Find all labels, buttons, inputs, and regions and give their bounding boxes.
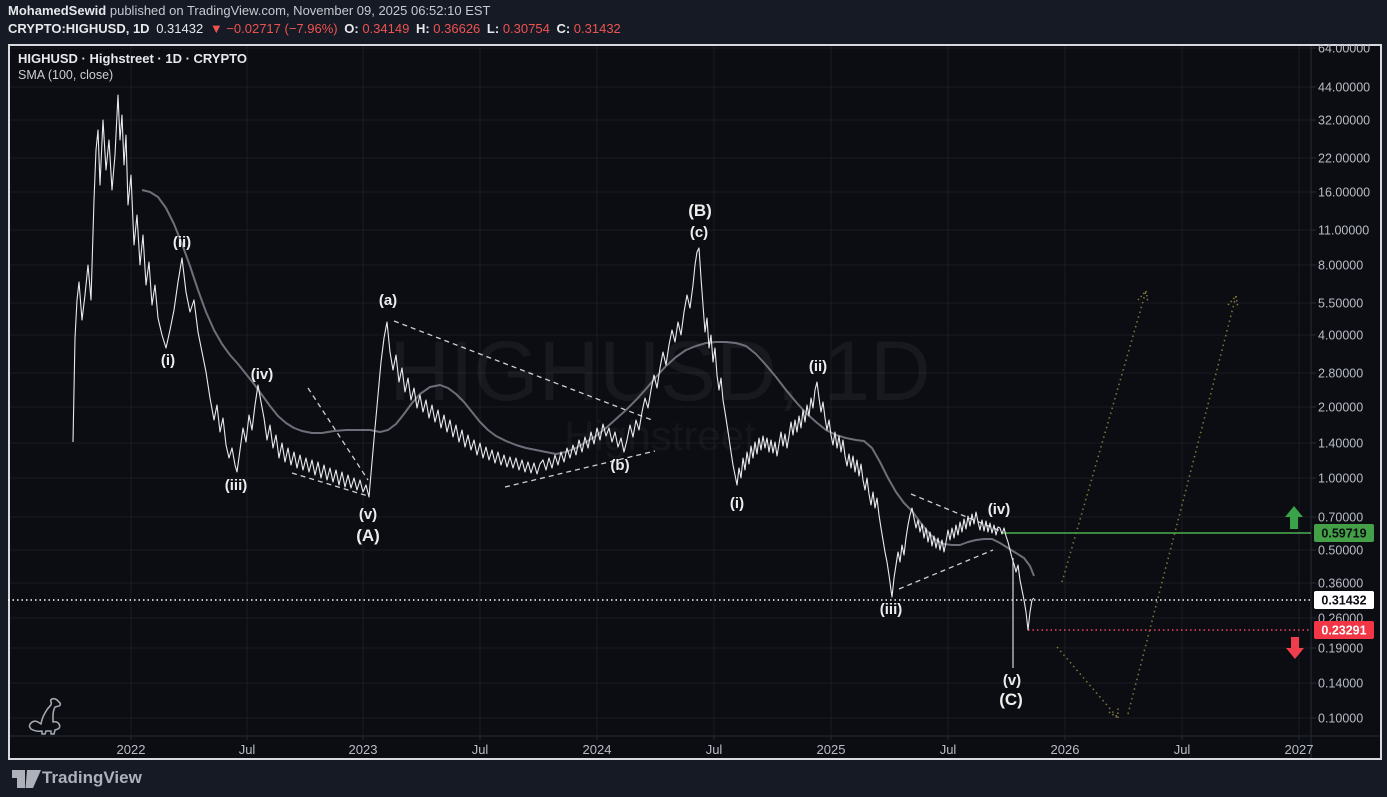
chart-pane[interactable]: HIGHUSD · Highstreet · 1D · CRYPTO SMA (… bbox=[8, 42, 1382, 760]
watermark-name: Highstreet bbox=[564, 412, 756, 459]
legend-symbol[interactable]: HIGHUSD · Highstreet · 1D · CRYPTO bbox=[18, 51, 247, 66]
price-tick-label: 0.70000 bbox=[1318, 511, 1363, 525]
high-label: H: bbox=[415, 21, 430, 36]
price-tick-label: 32.00000 bbox=[1318, 114, 1370, 128]
elliott-wave-label[interactable]: (c) bbox=[690, 224, 708, 241]
tradingview-brand-text[interactable]: TradingView bbox=[42, 768, 142, 787]
price-tick-label: 11.00000 bbox=[1318, 224, 1369, 238]
elliott-wave-label[interactable]: (v) bbox=[1003, 672, 1021, 689]
trendline-dashed[interactable] bbox=[898, 549, 994, 590]
price-badge-value: 0.31432 bbox=[1321, 594, 1366, 608]
last-price: 0.31432 bbox=[156, 21, 204, 36]
time-tick-label: 2026 bbox=[1051, 742, 1080, 757]
time-tick-label: Jul bbox=[706, 742, 723, 757]
symbol-ticker[interactable]: CRYPTO:HIGHUSD, 1D bbox=[8, 21, 150, 36]
trendline-dashed[interactable] bbox=[910, 493, 1004, 533]
low-value: 0.30754 bbox=[502, 21, 550, 36]
up-arrow-marker[interactable] bbox=[1285, 506, 1303, 529]
price-tick-label: 0.19000 bbox=[1318, 642, 1363, 656]
close-value: 0.31432 bbox=[573, 21, 621, 36]
legend-indicator-sma[interactable]: SMA (100, close) bbox=[18, 68, 114, 82]
price-tick-label: 0.14000 bbox=[1318, 677, 1363, 691]
time-tick-label: Jul bbox=[472, 742, 489, 757]
trendline-dashed[interactable] bbox=[291, 472, 369, 497]
open-label: O: bbox=[344, 21, 359, 36]
price-change: ▼ −0.02717 (−7.96%) bbox=[209, 21, 338, 36]
price-chart-canvas[interactable]: HIGHUSD, 1DHighstreet(i)(ii)(iii)(iv)(v)… bbox=[8, 42, 1382, 760]
down-arrow-marker[interactable] bbox=[1286, 637, 1304, 659]
price-tick-label: 5.50000 bbox=[1318, 297, 1363, 311]
time-tick-label: 2023 bbox=[349, 742, 378, 757]
chart-frame bbox=[8, 44, 1382, 760]
price-badge bbox=[1314, 621, 1374, 639]
elliott-wave-label[interactable]: (B) bbox=[688, 201, 712, 220]
footer-bar: TradingView bbox=[0, 760, 1387, 797]
price-tick-label: 16.00000 bbox=[1318, 186, 1370, 200]
byline-text: published on TradingView.com, November 0… bbox=[106, 3, 491, 18]
elliott-wave-label[interactable]: (C) bbox=[999, 690, 1023, 709]
chart-legend[interactable]: HIGHUSD · Highstreet · 1D · CRYPTO SMA (… bbox=[18, 50, 247, 84]
price-tick-label: 8.00000 bbox=[1318, 259, 1363, 273]
elliott-wave-label[interactable]: (i) bbox=[730, 495, 744, 512]
elliott-wave-label[interactable]: (A) bbox=[356, 526, 380, 545]
elliott-wave-label[interactable]: (i) bbox=[161, 352, 175, 369]
time-tick-label: Jul bbox=[1174, 742, 1191, 757]
low-label: L: bbox=[486, 21, 500, 36]
price-badge-value: 0.59719 bbox=[1321, 527, 1366, 541]
projection-arrowhead bbox=[1108, 711, 1119, 719]
projection-arrow-line[interactable] bbox=[1056, 646, 1119, 719]
elliott-wave-label[interactable]: (iv) bbox=[251, 366, 274, 383]
price-tick-label: 64.00000 bbox=[1318, 44, 1370, 56]
price-badge-value: 0.23291 bbox=[1321, 624, 1366, 638]
price-badge bbox=[1314, 591, 1374, 609]
price-scale[interactable]: 64.00000 44.00000 32.00000 22.00000 16.00000… bbox=[1311, 42, 1370, 726]
elliott-wave-label[interactable]: (v) bbox=[359, 506, 377, 523]
time-tick-label: 2022 bbox=[117, 742, 146, 757]
price-tick-label: 0.36000 bbox=[1318, 577, 1363, 591]
dinosaur-outline bbox=[28, 697, 62, 735]
trendline-dashed[interactable] bbox=[393, 320, 653, 421]
time-tick-label: Jul bbox=[239, 742, 256, 757]
price-tick-label: 1.00000 bbox=[1318, 472, 1363, 486]
author-name: MohamedSewid bbox=[8, 3, 107, 18]
price-tick-label: 2.80000 bbox=[1318, 367, 1363, 381]
symbol-status-line: CRYPTO:HIGHUSD, 1D 0.31432 ▼ −0.02717 (−… bbox=[8, 21, 624, 36]
high-value: 0.36626 bbox=[433, 21, 481, 36]
elliott-wave-label[interactable]: (b) bbox=[610, 457, 629, 474]
price-badge bbox=[1314, 524, 1374, 542]
byline: MohamedSewid published on TradingView.co… bbox=[8, 3, 490, 18]
elliott-wave-label[interactable]: (iii) bbox=[225, 477, 248, 494]
trendline-dashed[interactable] bbox=[504, 450, 656, 488]
time-scale[interactable]: 2022 Jul 2023 Jul 2024 Jul 2025 Jul 2026 Jul 2027 bbox=[117, 736, 1314, 757]
elliott-wave-label[interactable]: (a) bbox=[379, 292, 397, 309]
price-tick-label: 22.00000 bbox=[1318, 152, 1370, 166]
time-tick-label: 2027 bbox=[1285, 742, 1314, 757]
price-tick-label: 4.00000 bbox=[1318, 329, 1363, 343]
projection-arrow-line[interactable] bbox=[1127, 295, 1237, 715]
elliott-wave-label[interactable]: (iv) bbox=[988, 501, 1011, 518]
price-tick-label: 2.00000 bbox=[1318, 401, 1363, 415]
price-tick-label: 44.00000 bbox=[1318, 81, 1370, 95]
open-value: 0.34149 bbox=[362, 21, 410, 36]
tradingview-logo-icon[interactable] bbox=[12, 769, 42, 789]
time-tick-label: 2024 bbox=[583, 742, 612, 757]
time-tick-label: Jul bbox=[940, 742, 957, 757]
elliott-wave-label[interactable]: (iii) bbox=[880, 601, 903, 618]
time-tick-label: 2025 bbox=[817, 742, 846, 757]
price-tick-label: 1.40000 bbox=[1318, 437, 1363, 451]
elliott-wave-label[interactable]: (ii) bbox=[809, 358, 827, 375]
price-tick-label: 0.10000 bbox=[1318, 712, 1363, 726]
price-tick-label: 0.50000 bbox=[1318, 544, 1363, 558]
price-series bbox=[72, 94, 1035, 631]
trendline-dashed[interactable] bbox=[307, 387, 369, 481]
elliott-wave-label[interactable]: (ii) bbox=[173, 234, 191, 251]
close-label: C: bbox=[556, 21, 571, 36]
dinosaur-icon bbox=[28, 697, 62, 735]
